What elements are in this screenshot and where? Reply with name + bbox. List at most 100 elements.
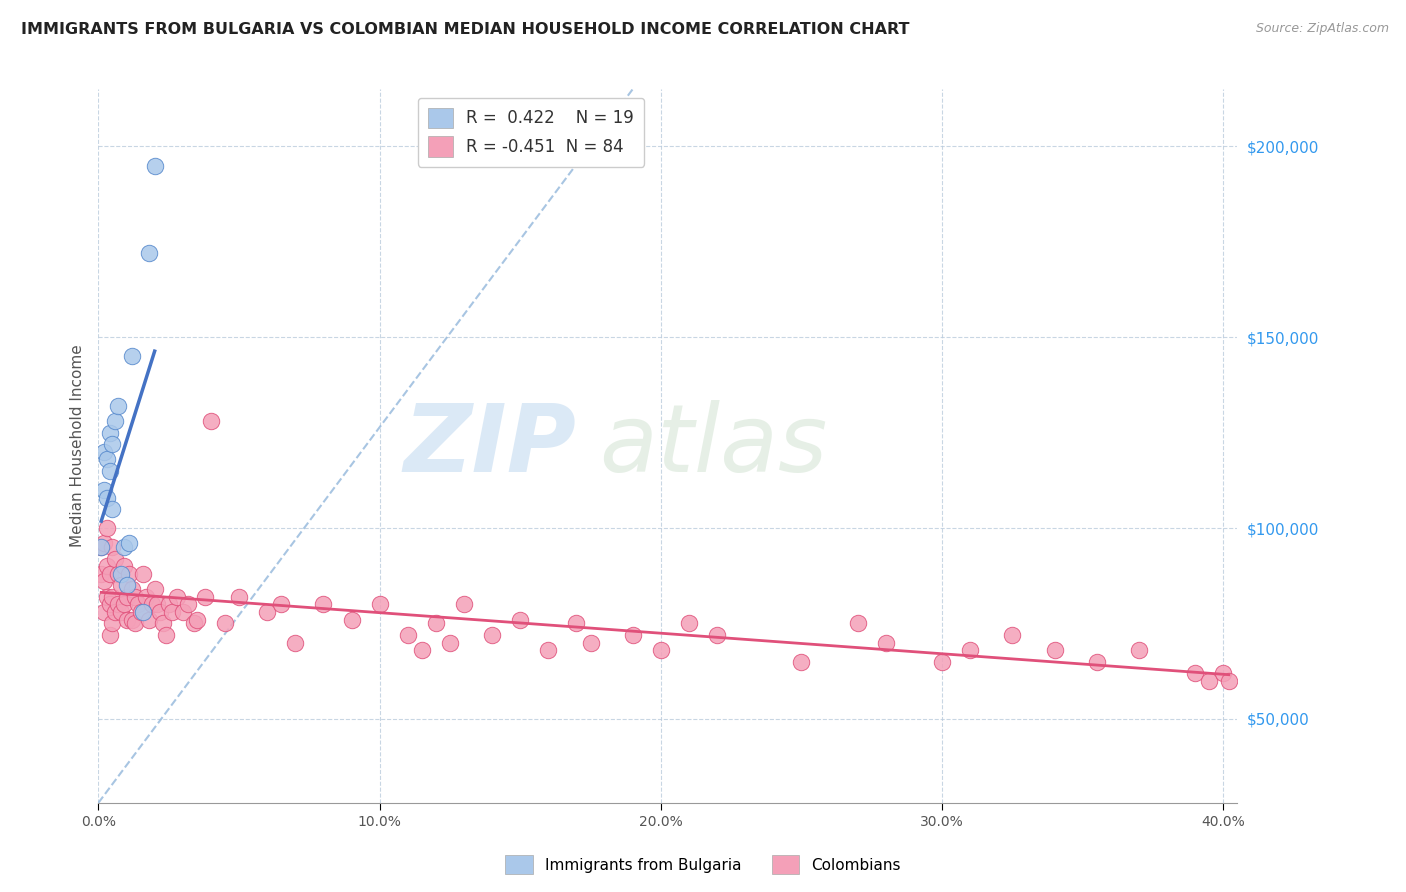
Point: [368, 598, 391, 612]
Point: [1001, 628, 1024, 642]
Point: [875, 635, 897, 649]
Point: [160, 605, 183, 619]
Point: [101, 502, 124, 516]
Point: [90, 566, 112, 581]
Point: [1043, 643, 1066, 657]
Point: [152, 616, 174, 631]
Point: [396, 628, 419, 642]
Point: [104, 414, 127, 428]
Point: [1128, 643, 1150, 657]
Point: [931, 655, 953, 669]
Point: [481, 628, 503, 642]
Point: [183, 616, 205, 631]
Point: [98, 425, 121, 440]
Point: [121, 349, 143, 363]
Legend: Immigrants from Bulgaria, Colombians: Immigrants from Bulgaria, Colombians: [499, 849, 907, 880]
Point: [121, 613, 143, 627]
Point: [200, 414, 222, 428]
Point: [96, 491, 118, 505]
Point: [118, 566, 141, 581]
Point: [96, 559, 118, 574]
Point: [537, 643, 560, 657]
Point: [284, 635, 307, 649]
Point: [101, 437, 124, 451]
Point: [121, 582, 143, 596]
Point: [112, 559, 135, 574]
Point: [107, 566, 129, 581]
Point: [98, 566, 121, 581]
Point: [104, 605, 127, 619]
Point: [127, 598, 149, 612]
Point: [146, 598, 169, 612]
Point: [93, 444, 115, 458]
Point: [107, 598, 129, 612]
Point: [98, 464, 121, 478]
Text: ZIP: ZIP: [404, 400, 576, 492]
Point: [90, 540, 112, 554]
Point: [186, 613, 208, 627]
Point: [143, 582, 166, 596]
Point: [110, 566, 132, 581]
Text: Source: ZipAtlas.com: Source: ZipAtlas.com: [1256, 22, 1389, 36]
Point: [90, 540, 112, 554]
Point: [110, 605, 132, 619]
Point: [1198, 673, 1220, 688]
Point: [132, 605, 155, 619]
Point: [141, 598, 163, 612]
Point: [96, 521, 118, 535]
Point: [96, 452, 118, 467]
Point: [112, 540, 135, 554]
Point: [411, 643, 433, 657]
Point: [124, 590, 146, 604]
Point: [101, 590, 124, 604]
Point: [579, 635, 602, 649]
Point: [129, 605, 152, 619]
Point: [157, 598, 180, 612]
Point: [115, 613, 138, 627]
Point: [107, 399, 129, 413]
Point: [453, 598, 475, 612]
Point: [228, 590, 250, 604]
Legend: R =  0.422    N = 19, R = -0.451  N = 84: R = 0.422 N = 19, R = -0.451 N = 84: [418, 97, 644, 167]
Point: [155, 628, 177, 642]
Point: [1218, 673, 1240, 688]
Point: [425, 616, 447, 631]
Point: [115, 578, 138, 592]
Point: [959, 643, 981, 657]
Point: [790, 655, 813, 669]
Point: [194, 590, 217, 604]
Point: [565, 616, 588, 631]
Point: [177, 598, 200, 612]
Point: [118, 536, 141, 550]
Point: [706, 628, 728, 642]
Point: [138, 613, 160, 627]
Point: [1085, 655, 1108, 669]
Point: [166, 590, 188, 604]
Point: [1184, 666, 1206, 681]
Point: [270, 598, 292, 612]
Point: [93, 574, 115, 589]
Point: [312, 598, 335, 612]
Point: [340, 613, 363, 627]
Point: [115, 590, 138, 604]
Point: [124, 616, 146, 631]
Point: [172, 605, 194, 619]
Point: [621, 628, 644, 642]
Point: [104, 551, 127, 566]
Point: [101, 616, 124, 631]
Text: atlas: atlas: [599, 401, 828, 491]
Point: [98, 628, 121, 642]
Point: [110, 578, 132, 592]
Point: [439, 635, 461, 649]
Point: [256, 605, 278, 619]
Point: [650, 643, 672, 657]
Point: [112, 598, 135, 612]
Point: [93, 483, 115, 497]
Point: [509, 613, 531, 627]
Point: [132, 566, 155, 581]
Point: [149, 605, 172, 619]
Point: [135, 590, 157, 604]
Point: [138, 246, 160, 260]
Point: [143, 159, 166, 173]
Point: [96, 590, 118, 604]
